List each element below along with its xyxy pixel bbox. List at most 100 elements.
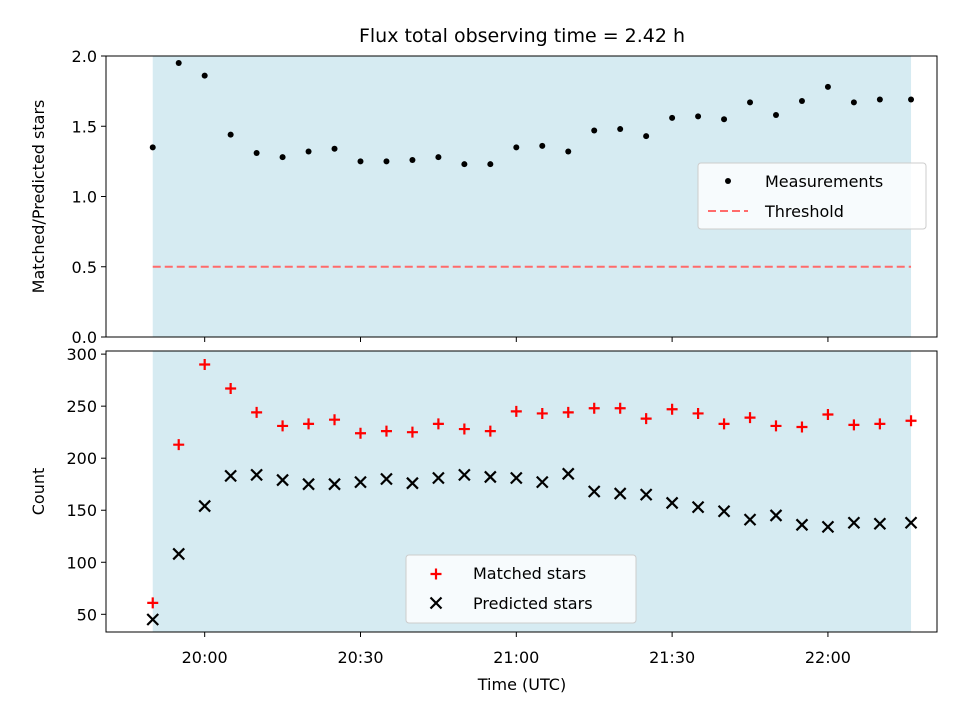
measurement-point (435, 154, 442, 161)
measurement-point (279, 154, 286, 161)
y-tick-label: 250 (66, 397, 97, 416)
measurement-point (201, 72, 208, 79)
measurement-point (461, 161, 468, 168)
matched-point (510, 405, 522, 417)
measurement-point (669, 114, 676, 121)
y-tick-label: 50 (77, 605, 97, 624)
matched-point (744, 412, 756, 424)
x-tick-label: 22:00 (805, 648, 851, 667)
measurement-point (798, 97, 805, 104)
y-tick-label: 0.5 (72, 258, 97, 277)
matched-point (406, 426, 418, 438)
predicted-point (510, 471, 523, 485)
matched-point (536, 407, 548, 419)
legend-box (697, 162, 927, 230)
measurement-point (721, 116, 728, 123)
matched-point (484, 425, 496, 437)
measurement-point (643, 133, 650, 140)
y-tick-label: 100 (66, 553, 97, 572)
measurement-point (824, 83, 831, 90)
y-tick-label: 1.0 (72, 188, 97, 207)
legend-label-threshold: Threshold (764, 202, 844, 221)
measurement-point (331, 145, 338, 152)
x-tick-label: 20:00 (182, 648, 228, 667)
matched-point (848, 419, 860, 431)
measurement-point (695, 113, 702, 120)
legend-ratio: Measurements Threshold (697, 162, 927, 230)
y-tick-label: 0.0 (72, 328, 97, 347)
legend-label-predicted: Predicted stars (473, 594, 593, 613)
predicted-point (146, 613, 160, 626)
legend-marker-measurements (725, 178, 731, 184)
matched-point (303, 418, 315, 430)
matched-point (874, 418, 886, 430)
predicted-point (743, 513, 757, 526)
measurement-point (253, 149, 260, 156)
predicted-point (432, 471, 445, 485)
x-tick-label: 21:00 (493, 648, 539, 667)
matched-point (822, 408, 834, 420)
legend-label-matched: Matched stars (473, 564, 586, 583)
matched-point (640, 413, 652, 425)
predicted-point (873, 517, 887, 531)
predicted-point (665, 496, 679, 510)
matched-point (562, 406, 574, 418)
legend-marker-predicted (429, 596, 443, 610)
predicted-point (613, 487, 627, 500)
y-tick-label: 300 (66, 345, 97, 364)
y-axis-label: Matched/Predicted stars (29, 100, 48, 294)
predicted-point (302, 477, 315, 491)
ratio-panel: 0.0 0.5 1.0 1.5 2.0 Matched/Predicted stars Me… (29, 47, 938, 347)
matched-point (432, 418, 444, 430)
measurement-point (305, 148, 312, 155)
predicted-point (328, 477, 341, 491)
predicted-point (561, 467, 575, 481)
y-axis-label: Count (29, 468, 48, 516)
measurement-point (876, 96, 883, 103)
predicted-point (406, 476, 419, 490)
chart-title: Flux total observing time = 2.42 h (359, 25, 685, 47)
matched-point (588, 402, 600, 414)
legend-label-measurements: Measurements (765, 172, 883, 191)
count-panel: 50 100 150 200 250 300 20:00 20:30 21:00 21:30 22:… (29, 345, 938, 667)
predicted-point (821, 520, 835, 534)
measurement-point (565, 148, 572, 155)
predicted-point (250, 468, 263, 482)
measurement-point (772, 112, 779, 119)
x-tick-label: 21:30 (649, 648, 695, 667)
predicted-point (458, 468, 471, 482)
matched-point (718, 418, 730, 430)
measurement-point (908, 96, 915, 103)
predicted-point (484, 470, 497, 484)
measurement-point (227, 131, 234, 138)
matched-point (458, 423, 470, 435)
predicted-point (795, 518, 809, 532)
predicted-point (354, 475, 367, 489)
matched-point (380, 425, 392, 437)
measurement-point (487, 161, 494, 168)
y-tick-label: 150 (66, 501, 97, 520)
measurement-point (175, 60, 182, 67)
predicted-point (847, 516, 861, 529)
x-tick-label: 20:30 (337, 648, 383, 667)
measurement-point (617, 126, 624, 133)
measurement-point (513, 144, 520, 151)
matched-point (329, 414, 341, 426)
predicted-point (535, 475, 549, 489)
matched-point (614, 402, 626, 414)
predicted-point (769, 509, 783, 522)
measurement-point (357, 158, 364, 165)
predicted-point (717, 504, 731, 518)
matched-point (147, 597, 159, 609)
matched-point (225, 382, 237, 394)
matched-point (770, 420, 782, 432)
legend-box (405, 554, 637, 624)
matched-point (796, 421, 808, 433)
measurement-point (850, 99, 857, 106)
matched-point (277, 420, 289, 432)
legend-marker-matched (430, 568, 442, 580)
measurement-point (149, 144, 156, 151)
predicted-point (380, 472, 393, 486)
matched-point (666, 403, 678, 415)
